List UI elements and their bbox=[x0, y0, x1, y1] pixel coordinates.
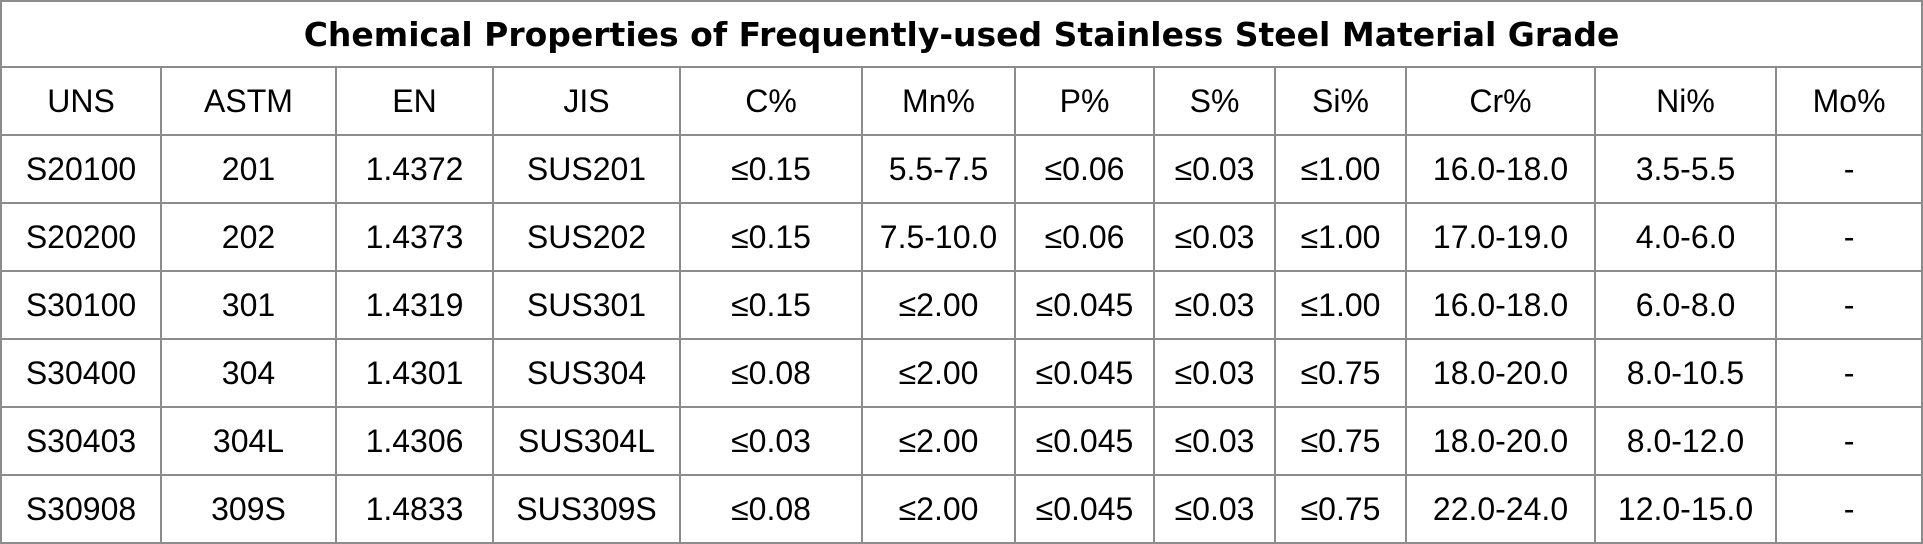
table-cell: 12.0-15.0 bbox=[1594, 474, 1777, 544]
table-cell: 5.5-7.5 bbox=[861, 134, 1016, 204]
table-cell: SUS304 bbox=[492, 338, 681, 408]
table-cell: ≤0.03 bbox=[1153, 338, 1276, 408]
table-cell: 309S bbox=[160, 474, 337, 544]
table-cell: 18.0-20.0 bbox=[1405, 406, 1596, 476]
table-cell: 1.4373 bbox=[335, 202, 494, 272]
table-cell: 1.4319 bbox=[335, 270, 494, 340]
table-cell: ≤0.15 bbox=[679, 270, 863, 340]
table-cell: ≤1.00 bbox=[1274, 202, 1407, 272]
table-cell: ≤0.75 bbox=[1274, 406, 1407, 476]
table-cell: 304L bbox=[160, 406, 337, 476]
column-header-molybdenum: Mo% bbox=[1774, 66, 1923, 136]
table-cell: ≤0.15 bbox=[679, 134, 863, 204]
column-header-nickel: Ni% bbox=[1594, 66, 1777, 136]
table-body: S20100 201 1.4372 SUS201 ≤0.15 5.5-7.5 ≤0.06 ≤0… bbox=[0, 134, 1923, 544]
table-cell: 8.0-12.0 bbox=[1594, 406, 1777, 476]
table-cell: ≤2.00 bbox=[861, 270, 1016, 340]
table-cell: ≤0.03 bbox=[1153, 202, 1276, 272]
table-cell: ≤0.08 bbox=[679, 474, 863, 544]
table-cell: - bbox=[1774, 134, 1923, 204]
table-cell: 201 bbox=[160, 134, 337, 204]
table-cell: 6.0-8.0 bbox=[1594, 270, 1777, 340]
table-cell: 18.0-20.0 bbox=[1405, 338, 1596, 408]
table-cell: ≤0.03 bbox=[679, 406, 863, 476]
table-cell: 3.5-5.5 bbox=[1594, 134, 1777, 204]
table-title: Chemical Properties of Frequently-used S… bbox=[0, 0, 1923, 68]
table-cell: SUS304L bbox=[492, 406, 681, 476]
table-cell: 4.0-6.0 bbox=[1594, 202, 1777, 272]
table-cell: ≤1.00 bbox=[1274, 270, 1407, 340]
column-header-jis: JIS bbox=[492, 66, 681, 136]
table-cell: - bbox=[1774, 202, 1923, 272]
table-cell: - bbox=[1774, 474, 1923, 544]
table-cell: 22.0-24.0 bbox=[1405, 474, 1596, 544]
table-cell: ≤0.03 bbox=[1153, 406, 1276, 476]
table-cell: ≤0.045 bbox=[1014, 406, 1155, 476]
table-row: S20100 201 1.4372 SUS201 ≤0.15 5.5-7.5 ≤0.06 ≤0… bbox=[0, 134, 1923, 204]
table-cell: SUS309S bbox=[492, 474, 681, 544]
column-header-uns: UNS bbox=[0, 66, 162, 136]
title-row: Chemical Properties of Frequently-used S… bbox=[0, 0, 1923, 68]
table-cell: - bbox=[1774, 270, 1923, 340]
table-cell: S30908 bbox=[0, 474, 162, 544]
table-cell: 304 bbox=[160, 338, 337, 408]
table-cell: ≤0.75 bbox=[1274, 474, 1407, 544]
table-cell: SUS201 bbox=[492, 134, 681, 204]
table-cell: 16.0-18.0 bbox=[1405, 134, 1596, 204]
table-cell: SUS202 bbox=[492, 202, 681, 272]
table-cell: ≤0.03 bbox=[1153, 474, 1276, 544]
column-header-astm: ASTM bbox=[160, 66, 337, 136]
table-cell: S30400 bbox=[0, 338, 162, 408]
table-cell: S30100 bbox=[0, 270, 162, 340]
table-cell: 202 bbox=[160, 202, 337, 272]
column-header-silicon: Si% bbox=[1274, 66, 1407, 136]
column-header-phosphorus: P% bbox=[1014, 66, 1155, 136]
table-cell: ≤0.06 bbox=[1014, 134, 1155, 204]
table-cell: 301 bbox=[160, 270, 337, 340]
table-cell: ≤0.75 bbox=[1274, 338, 1407, 408]
table-row: S20200 202 1.4373 SUS202 ≤0.15 7.5-10.0 ≤0.06 ≤… bbox=[0, 202, 1923, 272]
table-cell: - bbox=[1774, 338, 1923, 408]
table-cell: - bbox=[1774, 406, 1923, 476]
table-cell: 1.4301 bbox=[335, 338, 494, 408]
table-cell: ≤0.08 bbox=[679, 338, 863, 408]
table-cell: 1.4306 bbox=[335, 406, 494, 476]
table-cell: ≤0.045 bbox=[1014, 270, 1155, 340]
column-header-chromium: Cr% bbox=[1405, 66, 1596, 136]
table-row: S30908 309S 1.4833 SUS309S ≤0.08 ≤2.00 ≤0.045 ≤… bbox=[0, 474, 1923, 544]
table-cell: ≤0.045 bbox=[1014, 474, 1155, 544]
header-row: UNS ASTM EN JIS C% Mn% P% S% Si% Cr% Ni%… bbox=[0, 66, 1923, 136]
table-cell: SUS301 bbox=[492, 270, 681, 340]
table-cell: ≤0.045 bbox=[1014, 338, 1155, 408]
table-cell: 17.0-19.0 bbox=[1405, 202, 1596, 272]
table-cell: S20200 bbox=[0, 202, 162, 272]
table-cell: 8.0-10.5 bbox=[1594, 338, 1777, 408]
table-cell: 1.4833 bbox=[335, 474, 494, 544]
table-cell: ≤2.00 bbox=[861, 474, 1016, 544]
table-cell: S20100 bbox=[0, 134, 162, 204]
table-cell: 7.5-10.0 bbox=[861, 202, 1016, 272]
table-cell: ≤0.03 bbox=[1153, 134, 1276, 204]
table-row: S30100 301 1.4319 SUS301 ≤0.15 ≤2.00 ≤0.045 ≤0.… bbox=[0, 270, 1923, 340]
table-cell: ≤0.06 bbox=[1014, 202, 1155, 272]
table-cell: ≤2.00 bbox=[861, 406, 1016, 476]
table-cell: ≤0.03 bbox=[1153, 270, 1276, 340]
column-header-manganese: Mn% bbox=[861, 66, 1016, 136]
table-cell: S30403 bbox=[0, 406, 162, 476]
table-cell: ≤1.00 bbox=[1274, 134, 1407, 204]
column-header-sulfur: S% bbox=[1153, 66, 1276, 136]
table-cell: ≤2.00 bbox=[861, 338, 1016, 408]
column-header-en: EN bbox=[335, 66, 494, 136]
table-row: S30403 304L 1.4306 SUS304L ≤0.03 ≤2.00 ≤0.045 ≤… bbox=[0, 406, 1923, 476]
table-cell: ≤0.15 bbox=[679, 202, 863, 272]
table-cell: 16.0-18.0 bbox=[1405, 270, 1596, 340]
column-header-carbon: C% bbox=[679, 66, 863, 136]
table-row: S30400 304 1.4301 SUS304 ≤0.08 ≤2.00 ≤0.045 ≤0.… bbox=[0, 338, 1923, 408]
table-cell: 1.4372 bbox=[335, 134, 494, 204]
